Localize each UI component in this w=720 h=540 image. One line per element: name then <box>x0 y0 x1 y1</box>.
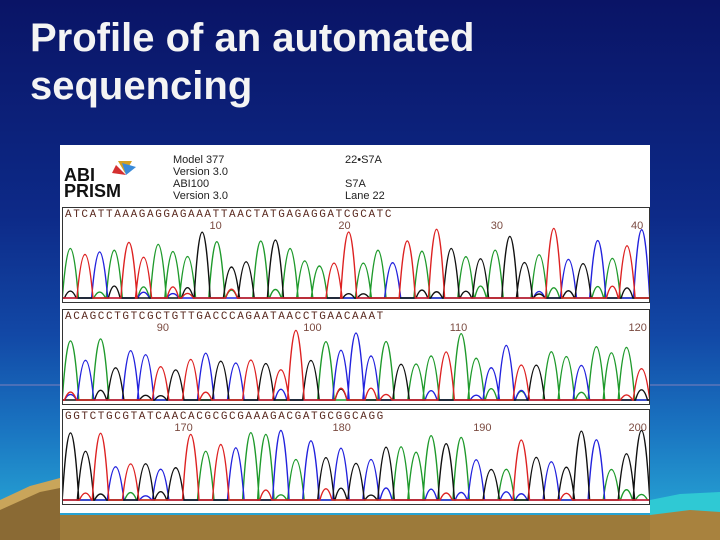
position-label: 200 <box>628 422 647 434</box>
run-info-right: 22•S7A S7A Lane 22 <box>345 154 385 202</box>
trace-line-g <box>63 231 649 299</box>
logo-prism-text: PRISM <box>64 181 121 199</box>
base-calls-1: ATCATTAAAGAGGAGAAATTAACTATGAGAGGATCGCATC <box>65 209 394 221</box>
position-label: 90 <box>156 322 169 334</box>
trace-line-t <box>63 227 649 299</box>
abi-prism-logo: ABI PRISM <box>64 161 136 199</box>
version-label: Version 3.0 <box>173 166 229 178</box>
position-label: 10 <box>209 220 222 232</box>
trace-peaks-2 <box>63 329 649 401</box>
position-label: 180 <box>332 422 351 434</box>
trace-line-c <box>63 429 649 501</box>
blank-line <box>345 166 385 178</box>
position-label: 40 <box>631 220 644 232</box>
sample-id-label: 22•S7A <box>345 154 382 166</box>
position-label: 170 <box>174 422 193 434</box>
trace-line-c <box>63 332 649 401</box>
base-calls-2: ACAGCCTGTCGCTGTTGACCCAGAATAACCTGAACAAAT <box>65 311 385 323</box>
trace-line-t <box>63 329 649 401</box>
trace-line-a <box>63 431 649 501</box>
run-info-left: Model 377 Version 3.0 ABI100 Version 3.0 <box>173 154 228 202</box>
trace-line-g <box>63 429 649 501</box>
trace-peaks-3 <box>63 429 649 501</box>
trace-peaks-1 <box>63 227 649 299</box>
position-label: 20 <box>338 220 351 232</box>
trace-line-a <box>63 333 649 401</box>
trace-panel-3: GGTCTGCGTATCAACACGCGCGAAAGACGATGCGGCAGG … <box>62 409 650 505</box>
trace-panel-1: ATCATTAAAGAGGAGAAATTAACTATGAGAGGATCGCATC… <box>62 207 650 303</box>
trace-line-t <box>63 432 649 501</box>
position-label: 190 <box>473 422 492 434</box>
position-label: 30 <box>490 220 504 232</box>
software-version-label: Version 3.0 <box>173 190 229 202</box>
model-label: Model 377 <box>173 154 225 166</box>
trace-panel-2: ACAGCCTGTCGCTGTTGACCCAGAATAACCTGAACAAAT … <box>62 309 650 405</box>
instrument-label: ABI100 <box>173 178 210 190</box>
sequencing-chromatogram: ABI PRISM Model 377 Version 3.0 ABI100 V… <box>60 145 650 513</box>
position-label: 110 <box>449 322 468 334</box>
base-calls-3: GGTCTGCGTATCAACACGCGCGAAAGACGATGCGGCAGG <box>65 411 385 423</box>
trace-line-g <box>63 360 649 401</box>
sample-name-label: S7A <box>345 178 366 190</box>
position-label: 120 <box>628 322 647 334</box>
position-label: 100 <box>303 322 322 334</box>
lane-label: Lane 22 <box>345 190 385 202</box>
logo-abi-text: ABI <box>64 165 95 185</box>
slide-title: Profile of an automated sequencing <box>30 16 475 108</box>
